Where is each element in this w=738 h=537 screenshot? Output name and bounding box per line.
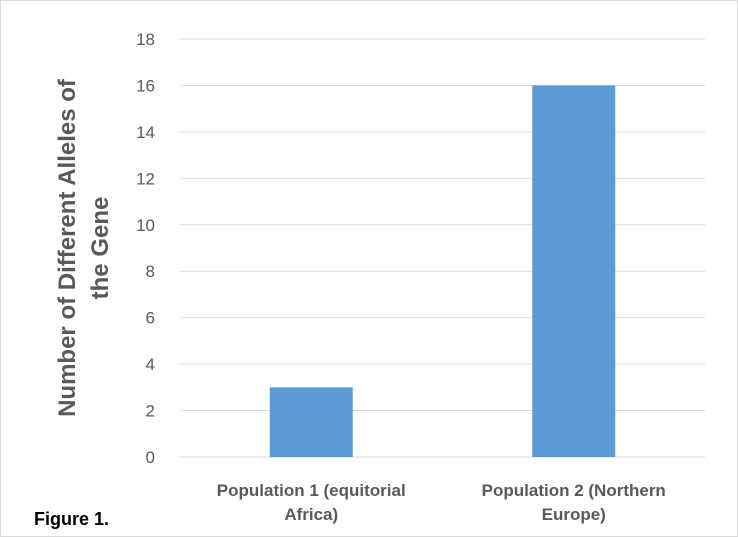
bar (532, 85, 616, 457)
y-tick-label: 2 (146, 402, 155, 421)
y-axis-label: Number of Different Alleles of the Gene (54, 78, 114, 417)
y-tick-label: 16 (136, 76, 155, 95)
y-tick-label: 18 (136, 30, 155, 49)
y-tick-label: 14 (136, 123, 155, 142)
y-tick-label: 8 (146, 262, 155, 281)
y-tick-label: 10 (136, 216, 155, 235)
x-category-label: Population 1 (equitorial Africa) (217, 481, 406, 524)
x-category-label: Population 2 (Northern Europe) (482, 481, 666, 524)
figure-caption: Figure 1. (34, 509, 110, 529)
y-tick-label: 12 (136, 169, 155, 188)
y-tick-label: 6 (146, 309, 155, 328)
bar (269, 387, 353, 457)
y-tick-label: 0 (146, 448, 155, 467)
y-tick-label: 4 (146, 355, 155, 374)
